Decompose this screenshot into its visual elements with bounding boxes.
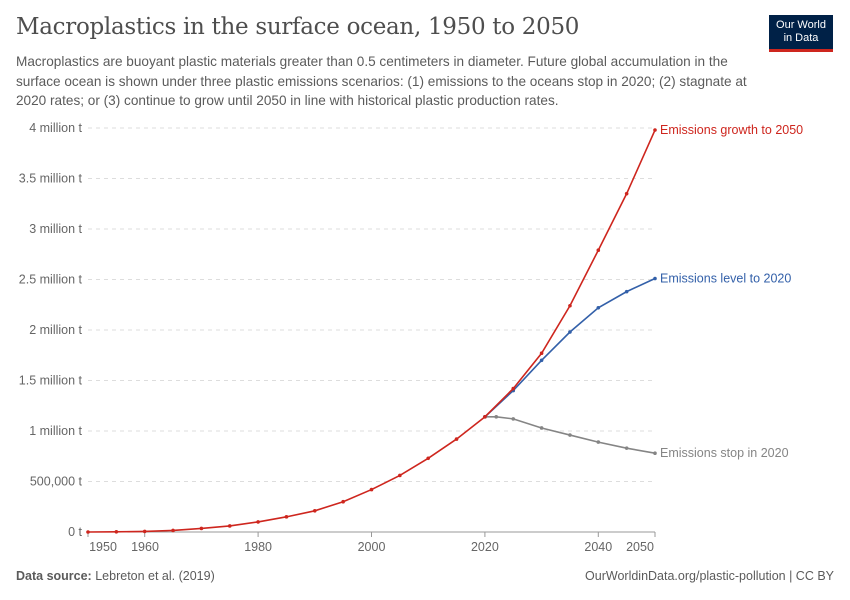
x-tick-label: 1960 [131, 540, 159, 554]
data-point [568, 303, 572, 308]
y-tick-label: 500,000 t [30, 475, 83, 489]
y-tick-label: 0 t [68, 525, 82, 539]
series-label: Emissions stop in 2020 [660, 446, 789, 460]
data-point [624, 191, 629, 196]
data-point [596, 305, 601, 310]
data-point [539, 358, 544, 363]
owid-logo[interactable]: Our World in Data [769, 15, 833, 52]
x-tick-label: 2050 [626, 540, 654, 554]
source-label: Data source: [16, 569, 92, 583]
data-point [227, 524, 232, 528]
x-tick-label: 2000 [358, 540, 386, 554]
logo-line1: Our World [776, 19, 826, 31]
y-tick-label: 4 million t [29, 121, 82, 135]
data-point [539, 426, 544, 430]
x-tick-label: 2040 [584, 540, 612, 554]
data-point [653, 451, 657, 456]
data-point [398, 473, 402, 478]
series-line-2 [484, 416, 656, 455]
chart-title: Macroplastics in the surface ocean, 1950… [16, 14, 580, 40]
data-point [86, 530, 90, 534]
data-point [426, 456, 431, 461]
data-point [256, 520, 260, 524]
data-point [284, 515, 289, 519]
y-tick-label: 2.5 million t [19, 273, 83, 287]
data-source: Data source: Lebreton et al. (2019) [16, 569, 215, 583]
data-point [511, 386, 516, 391]
data-point [596, 440, 601, 444]
y-tick-label: 1 million t [29, 424, 82, 438]
data-point [624, 289, 629, 294]
x-tick-label: 1980 [244, 540, 272, 554]
data-point [568, 433, 572, 437]
data-point [653, 128, 657, 132]
data-point [171, 528, 175, 533]
series-label: Emissions growth to 2050 [660, 123, 803, 137]
y-tick-label: 3.5 million t [19, 172, 83, 186]
logo-line2: in Data [783, 32, 819, 44]
series-line-1 [484, 277, 656, 418]
data-point [142, 529, 147, 534]
data-point [199, 526, 204, 531]
chart-subtitle: Macroplastics are buoyant plastic materi… [16, 54, 747, 108]
source-link[interactable]: Lebreton et al. (2019) [95, 569, 215, 583]
data-point [596, 248, 601, 253]
x-tick-label: 2020 [471, 540, 499, 554]
data-point [114, 529, 119, 534]
series-label: Emissions level to 2020 [660, 271, 791, 285]
data-point [539, 351, 544, 356]
data-point [568, 330, 572, 334]
footer-url[interactable]: OurWorldinData.org/plastic-pollution | C… [585, 569, 834, 583]
y-tick-label: 2 million t [29, 323, 82, 337]
x-tick-label: 1950 [89, 540, 117, 554]
data-point [313, 508, 317, 513]
data-point [653, 276, 657, 281]
y-tick-label: 3 million t [29, 222, 82, 236]
data-point [341, 499, 345, 504]
data-point [624, 446, 629, 450]
data-point [454, 437, 459, 441]
data-point [494, 415, 499, 419]
data-point [511, 417, 516, 421]
data-point [369, 487, 374, 492]
y-tick-label: 1.5 million t [19, 374, 83, 388]
data-point [483, 415, 487, 419]
